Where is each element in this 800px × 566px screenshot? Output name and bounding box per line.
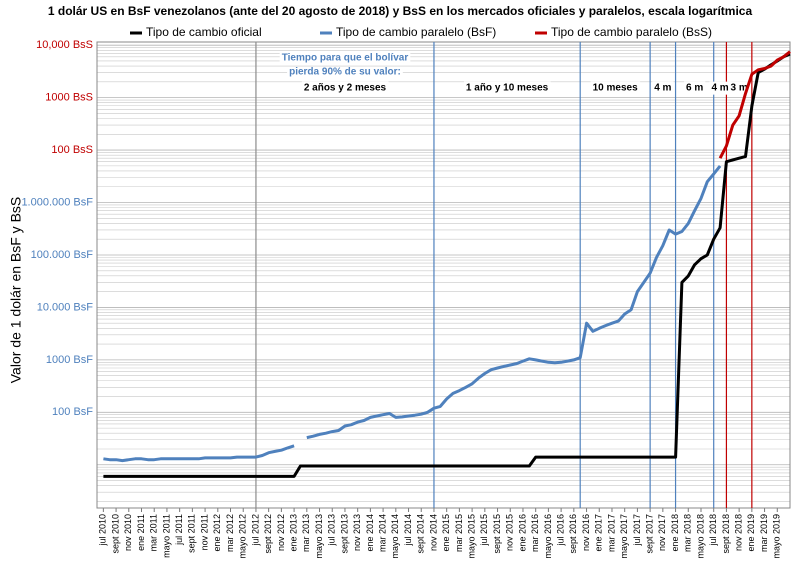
y-tick-label: 100 BsF (52, 406, 93, 418)
x-tick-label: jul 2018 (708, 514, 718, 547)
x-tick-label: sept 2018 (721, 514, 731, 554)
x-tick-label: mayo 2013 (314, 514, 324, 559)
period-label-bg (590, 81, 641, 95)
annotation-bg (287, 66, 403, 78)
x-tick-label: sept 2015 (492, 514, 502, 554)
x-tick-label: mar 2014 (377, 514, 387, 552)
x-tick-label: nov 2018 (734, 514, 744, 551)
period-label: 4 m (711, 83, 728, 94)
x-tick-label: nov 2015 (505, 514, 515, 551)
x-tick-label: sept 2017 (645, 514, 655, 554)
x-tick-label: jul 2016 (555, 514, 565, 547)
x-tick-label: nov 2010 (123, 514, 133, 551)
period-label: 4 m (654, 83, 671, 94)
x-tick-label: ene 2012 (212, 514, 222, 552)
y-tick-label: 1.000.000 BsF (21, 196, 93, 208)
period-labels: 2 años y 2 meses 1 año y 10 meses 10 meses… (301, 81, 750, 95)
x-tick-label: ene 2011 (136, 514, 146, 551)
x-tick-label: mayo 2018 (695, 514, 705, 559)
period-label-bg (684, 81, 706, 95)
period-label-bg (709, 81, 731, 95)
period-label: 1 año y 10 meses (466, 83, 549, 94)
x-tick-label: ene 2017 (594, 514, 604, 552)
period-label-bg (301, 81, 389, 95)
period-label: 3 m (731, 83, 748, 94)
legend-label: Tipo de cambio oficial (146, 25, 262, 39)
period-label: 2 años y 2 meses (304, 83, 387, 94)
x-tick-label: nov 2011 (199, 514, 209, 550)
y-axis-label: Valor de 1 dolár en BsF y BsS (8, 197, 24, 384)
x-tick-label: jul 2015 (479, 514, 489, 547)
x-tick-label: ene 2013 (288, 514, 298, 552)
x-tick-label: mayo 2019 (772, 514, 782, 559)
x-tick-label: mar 2011 (149, 514, 159, 551)
x-tick-label: mayo 2017 (619, 514, 629, 559)
x-tick-label: mar 2015 (454, 514, 464, 552)
x-tick-label: ene 2019 (746, 514, 756, 552)
x-tick-label: ene 2018 (670, 514, 680, 552)
x-tick-label: mar 2018 (683, 514, 693, 552)
plot-frame (96, 41, 791, 509)
x-tick-label: ene 2016 (517, 514, 527, 552)
chart-title: 1 dolár US en BsF venezolanos (ante del … (48, 4, 753, 18)
x-tick-label: nov 2017 (657, 514, 667, 551)
x-tick-label: jul 2017 (632, 514, 642, 547)
x-tick-label: sept 2013 (339, 514, 349, 554)
x-tick-label: sept 2011 (187, 514, 197, 553)
x-tick-label: jul 2010 (98, 514, 108, 547)
y-tick-label: 1000 BsF (46, 354, 93, 366)
period-label-bg (728, 81, 750, 95)
period-label: 10 meses (593, 83, 638, 94)
annotation: pierda 90% de su valor: (289, 67, 401, 78)
y-tick-label: 1000 BsS (45, 92, 93, 104)
x-tick-label: nov 2013 (352, 514, 362, 551)
x-tick-label: sept 2014 (416, 514, 426, 554)
x-tick-label: mar 2019 (759, 514, 769, 552)
x-tick-label: mayo 2015 (466, 514, 476, 559)
y-tick-label: 10,000 BsS (36, 39, 93, 51)
legend-label: Tipo de cambio paralelo (BsF) (336, 25, 496, 39)
x-tick-label: ene 2014 (365, 514, 375, 552)
period-label-bg (463, 81, 551, 95)
x-tick-label: sept 2010 (110, 514, 120, 554)
series-line (103, 52, 791, 478)
x-tick-label: mar 2013 (301, 514, 311, 552)
legend-label: Tipo de cambio paralelo (BsS) (551, 25, 712, 39)
x-tick-label: jul 2011 (174, 514, 184, 546)
x-tick-label: sept 2016 (568, 514, 578, 554)
x-tick-label: mayo 2011 (161, 514, 171, 558)
x-tick-label: sept 2012 (263, 514, 273, 554)
y-tick-label: 10.000 BsF (37, 301, 94, 313)
x-tick-label: mayo 2014 (390, 514, 400, 559)
y-tick-label: 100 BsS (51, 144, 93, 156)
annotation-bg (279, 52, 411, 64)
x-tick-label: jul 2014 (403, 514, 413, 547)
x-tick-label: nov 2012 (276, 514, 286, 551)
period-label-bg (652, 81, 674, 95)
series-line (103, 164, 722, 463)
x-tick-label: ene 2015 (441, 514, 451, 552)
x-tick-label: nov 2014 (428, 514, 438, 551)
x-tick-label: mayo 2016 (543, 514, 553, 559)
period-label: 6 m (686, 83, 703, 94)
x-tick-label: mayo 2012 (238, 514, 248, 559)
x-tick-label: mar 2017 (606, 514, 616, 552)
x-tick-label: mar 2012 (225, 514, 235, 552)
y-tick-label: 100.000 BsF (31, 249, 94, 261)
annotation: Tiempo para que el bolívar (282, 53, 409, 64)
series-line (718, 50, 791, 159)
x-tick-label: mar 2016 (530, 514, 540, 552)
x-tick-label: nov 2016 (581, 514, 591, 551)
x-tick-label: jul 2013 (327, 514, 337, 547)
x-tick-label: jul 2012 (250, 514, 260, 547)
